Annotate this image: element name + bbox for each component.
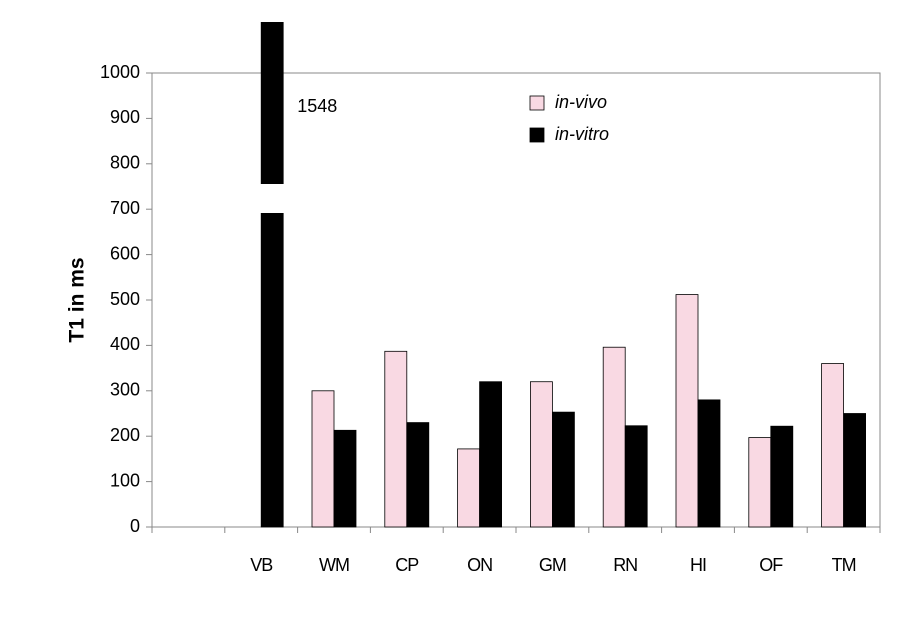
x-tick-label: OF (759, 555, 783, 575)
y-tick-label: 300 (110, 380, 140, 400)
bar (384, 350, 408, 528)
bar (697, 399, 721, 528)
bar (602, 346, 626, 528)
bar (821, 363, 844, 528)
bar (311, 390, 335, 528)
x-tick-label: VB (250, 555, 273, 575)
y-tick-label: 200 (110, 425, 140, 445)
bar (770, 425, 794, 528)
x-tick-label: GM (539, 555, 566, 575)
axis-break (259, 184, 286, 213)
bars (260, 22, 866, 528)
x-tick-label: TM (832, 555, 856, 575)
bar (260, 22, 284, 528)
bar (479, 381, 503, 528)
y-tick-label: 900 (110, 107, 140, 127)
bar (457, 448, 481, 528)
bar (530, 381, 553, 528)
y-axis-label: T1 in ms (66, 257, 89, 342)
x-tick-label: HI (690, 555, 706, 575)
legend-label: in-vitro (555, 124, 609, 144)
bar (333, 429, 357, 528)
y-tick-label: 800 (110, 153, 140, 173)
legend-swatch (529, 127, 545, 143)
y-tick-label: 500 (110, 289, 140, 309)
legend-label: in-vivo (555, 92, 607, 112)
y-tick-label: 0 (130, 516, 140, 536)
bar (552, 411, 575, 528)
y-tick-label: 700 (110, 198, 140, 218)
y-tick-label: 100 (110, 470, 140, 490)
bar (748, 437, 772, 528)
x-tick-label: ON (467, 555, 492, 575)
x-tick-label: RN (613, 555, 637, 575)
bar (406, 422, 430, 528)
x-tick-label: CP (395, 555, 419, 575)
bar (675, 294, 699, 528)
y-tick-label: 1000 (100, 62, 140, 82)
data-label: 1548 (297, 96, 337, 116)
bar (843, 413, 866, 528)
bar (624, 425, 648, 528)
y-tick-label: 600 (110, 243, 140, 263)
x-tick-label: WM (319, 555, 349, 575)
y-tick-label: 400 (110, 334, 140, 354)
legend-swatch (529, 95, 545, 111)
